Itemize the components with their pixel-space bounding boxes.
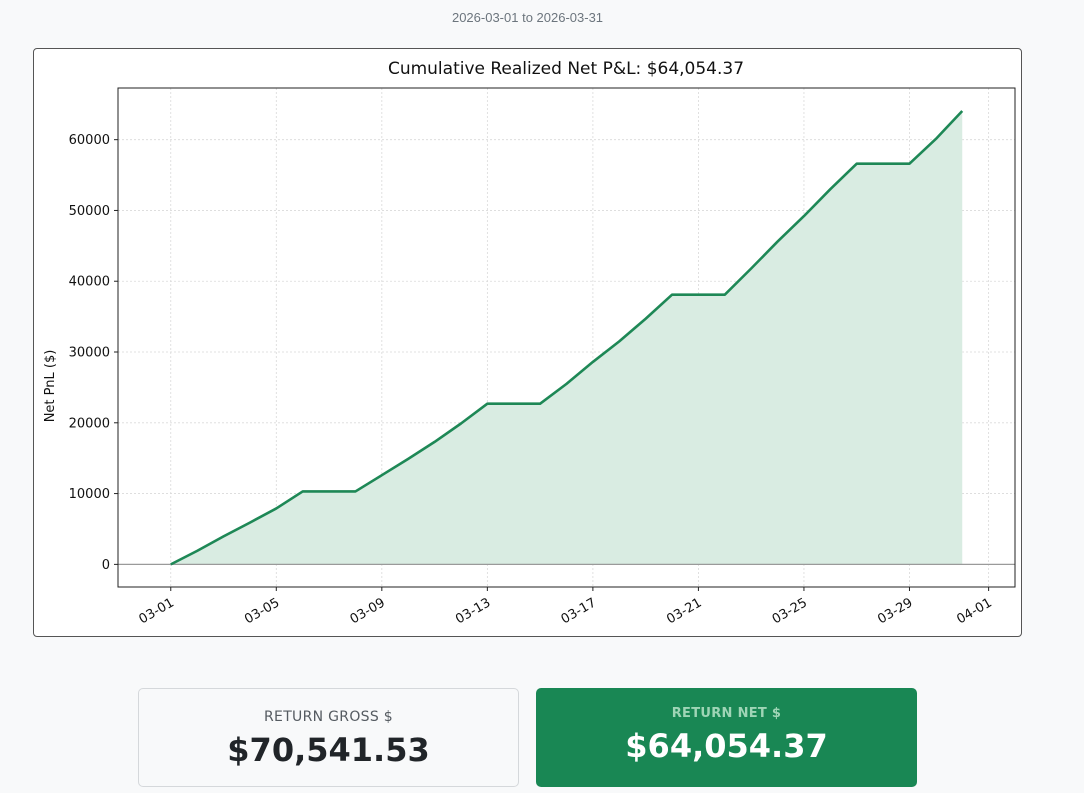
- chart-title: Cumulative Realized Net P&L: $64,054.37: [388, 59, 744, 79]
- return-net-value: $64,054.37: [625, 727, 828, 765]
- y-axis: 0 10000 20000 30000 40000 50000 60000: [69, 133, 118, 573]
- x-tick-label: 03-13: [453, 595, 493, 627]
- y-tick-label: 20000: [69, 416, 110, 431]
- pnl-area: [170, 110, 963, 565]
- x-tick-label: 03-21: [664, 595, 704, 627]
- x-tick-label: 03-17: [559, 595, 599, 627]
- return-gross-card: RETURN GROSS $ $70,541.53: [138, 688, 519, 787]
- y-tick-label: 30000: [69, 346, 110, 361]
- return-net-label: RETURN NET $: [671, 706, 782, 721]
- return-gross-label: RETURN GROSS $: [264, 709, 393, 725]
- return-gross-value: $70,541.53: [227, 731, 430, 769]
- x-tick-label: 03-05: [242, 595, 282, 627]
- x-tick-label: 03-29: [875, 595, 915, 627]
- y-tick-label: 0: [102, 558, 110, 573]
- y-tick-label: 60000: [69, 133, 110, 148]
- y-tick-label: 10000: [69, 487, 110, 502]
- pnl-chart-card: Cumulative Realized Net P&L: $64,054.37 …: [33, 48, 1022, 637]
- plot-frame: [117, 87, 1016, 588]
- x-tick-label: 03-25: [770, 595, 810, 627]
- y-tick-label: 50000: [69, 204, 110, 219]
- x-axis: 03-01 03-05 03-09 03-13 03-17 03-21 03-25 03-29…: [137, 587, 995, 627]
- return-net-card: RETURN NET $ $64,054.37: [536, 688, 917, 787]
- pnl-line: [170, 110, 964, 566]
- pnl-chart: Cumulative Realized Net P&L: $64,054.37 …: [43, 59, 1016, 627]
- date-range: 2026-03-01 to 2026-03-31: [451, 10, 604, 25]
- y-tick-label: 40000: [69, 275, 110, 290]
- x-tick-label: 03-01: [137, 595, 177, 627]
- x-tick-label: 04-01: [954, 595, 994, 627]
- y-axis-title: Net PnL ($): [43, 350, 58, 423]
- x-tick-label: 03-09: [348, 595, 388, 627]
